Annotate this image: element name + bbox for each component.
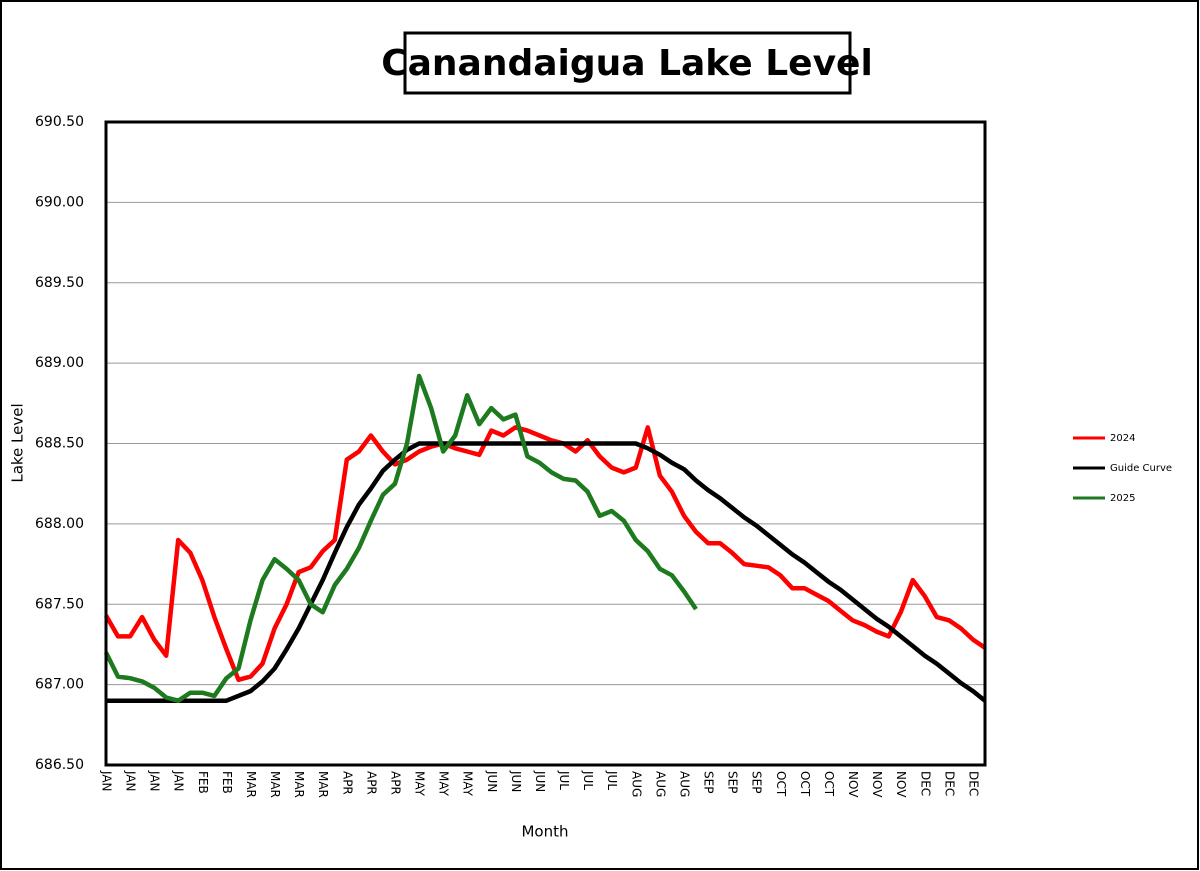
x-tick-label: JUL bbox=[557, 770, 571, 790]
y-tick-label: 687.50 bbox=[35, 596, 84, 612]
y-tick-label: 688.50 bbox=[35, 436, 84, 452]
x-tick-label: APR bbox=[364, 771, 378, 795]
x-tick-label: AUG bbox=[653, 771, 667, 797]
y-tick-label: 690.00 bbox=[35, 194, 84, 210]
x-tick-label: NOV bbox=[846, 771, 860, 798]
x-tick-label: JUL bbox=[605, 770, 619, 790]
x-tick-label: MAY bbox=[413, 771, 427, 797]
x-tick-label: OCT bbox=[822, 771, 836, 797]
legend-label: Guide Curve bbox=[1110, 463, 1172, 474]
x-tick-label: APR bbox=[340, 771, 354, 795]
x-tick-label: SEP bbox=[726, 771, 740, 793]
y-tick-label: 690.50 bbox=[35, 114, 84, 130]
x-tick-label: AUG bbox=[629, 771, 643, 797]
x-tick-label: NOV bbox=[894, 771, 908, 798]
x-tick-label: MAY bbox=[461, 771, 475, 797]
x-tick-label: SEP bbox=[750, 771, 764, 793]
x-tick-label: MAR bbox=[292, 771, 306, 798]
x-tick-label: JAN bbox=[148, 770, 162, 792]
x-tick-label: MAY bbox=[437, 771, 451, 797]
x-tick-label: DEC bbox=[966, 771, 980, 796]
x-tick-label: FEB bbox=[220, 771, 234, 794]
lines bbox=[103, 373, 987, 703]
x-tick-label: OCT bbox=[798, 771, 812, 797]
y-tick-label: 686.50 bbox=[35, 757, 84, 773]
y-axis-label: Lake Level bbox=[9, 403, 27, 482]
x-tick-label: JUN bbox=[485, 770, 499, 792]
plot-frame bbox=[104, 120, 987, 767]
x-tick-label: MAR bbox=[316, 771, 330, 798]
y-tick-label: 687.00 bbox=[35, 677, 84, 693]
x-tick-label: APR bbox=[388, 771, 402, 795]
x-tick-label: JAN bbox=[124, 770, 138, 792]
x-tick-label: OCT bbox=[774, 771, 788, 797]
x-tick-label: MAR bbox=[244, 771, 258, 798]
x-tick-label: FEB bbox=[196, 771, 210, 794]
legend-label: 2024 bbox=[1110, 433, 1135, 444]
x-tick-label: MAR bbox=[268, 771, 282, 798]
y-tick-label: 689.50 bbox=[35, 275, 84, 291]
x-tick-label: NOV bbox=[870, 771, 884, 798]
x-tick-label: JAN bbox=[100, 770, 114, 792]
x-tick-label: DEC bbox=[942, 771, 956, 796]
series-line bbox=[104, 425, 987, 683]
legend-label: 2025 bbox=[1110, 493, 1135, 504]
x-tick-label: DEC bbox=[918, 771, 932, 796]
series-line bbox=[106, 441, 987, 703]
x-tick-label: JUN bbox=[509, 770, 523, 792]
chart-title: Canandaigua Lake Level bbox=[381, 43, 873, 84]
y-tick-label: 688.00 bbox=[35, 516, 84, 532]
x-tick-label: JUN bbox=[533, 770, 547, 792]
x-axis-label: Month bbox=[521, 823, 568, 841]
legend: 2024 Guide Curve 2025 bbox=[1073, 433, 1172, 504]
x-tick-label: SEP bbox=[702, 771, 716, 793]
x-tick-label: JAN bbox=[172, 770, 186, 792]
series-line bbox=[103, 373, 698, 703]
x-tick-label: JUL bbox=[581, 770, 595, 790]
y-tick-label: 689.00 bbox=[35, 355, 84, 371]
title-box bbox=[403, 31, 852, 95]
x-tick-label: AUG bbox=[677, 771, 691, 797]
